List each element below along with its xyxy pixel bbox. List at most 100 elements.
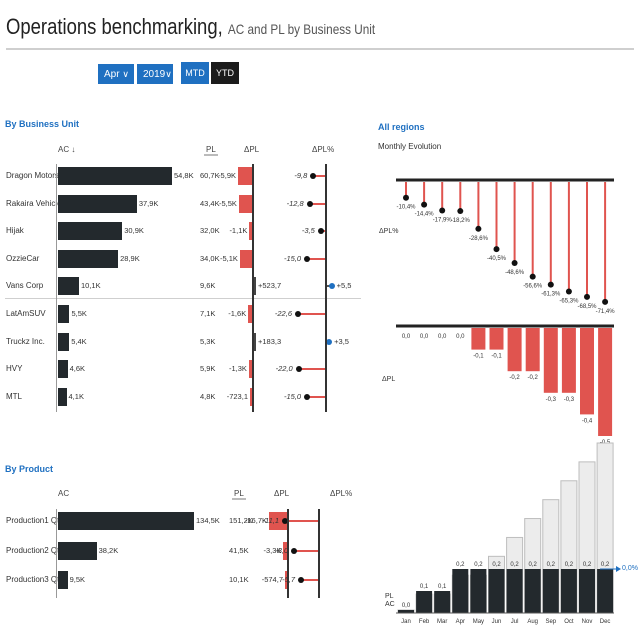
dplp-value: +3,5 xyxy=(334,336,349,346)
ac-month-bar xyxy=(452,569,469,613)
ac-bar xyxy=(58,541,97,560)
dplp-value: -8,0 xyxy=(275,545,289,555)
dpl-axis xyxy=(252,164,254,413)
ac-value: 37,9K xyxy=(138,198,159,208)
ac-month-label: 0,2 xyxy=(547,562,556,568)
product-section-title: By Product xyxy=(5,464,54,474)
dplp-month-dot xyxy=(547,281,554,288)
dplp-month-label: -10,4% xyxy=(396,205,416,211)
dpl-month-label: -0,3 xyxy=(564,397,575,403)
ac-month-bar xyxy=(434,591,451,613)
year-dropdown[interactable]: 2019 ∨ xyxy=(137,64,173,84)
month-tick-label: Nov xyxy=(582,619,593,625)
dplp-month-dot xyxy=(493,246,500,253)
dpl-bar xyxy=(269,512,287,530)
ac-bar xyxy=(58,305,70,323)
dpl-month-bar xyxy=(471,328,486,350)
dplp-value: -15,0 xyxy=(283,253,302,263)
dplp-month-dot xyxy=(403,194,409,201)
ac-value: 5,5K xyxy=(71,309,87,318)
pl-value: 32,0K xyxy=(200,226,220,236)
dplp-dot xyxy=(291,547,298,554)
ac-value: 28,9K xyxy=(120,253,140,263)
dpl-month-label: 0,0 xyxy=(456,334,465,340)
dpl-value: -723,1 xyxy=(226,391,248,401)
dpl-month-label: -0,1 xyxy=(473,354,484,360)
dpl-month-label: -0,2 xyxy=(509,375,520,381)
dplp-month-dot xyxy=(439,207,446,214)
end-variance-label: 0,0% xyxy=(622,565,638,572)
product-pl-header[interactable]: PL xyxy=(232,489,246,500)
month-value: Apr xyxy=(104,68,120,80)
pl-value: 10,1K xyxy=(229,575,249,584)
ac-bar xyxy=(58,571,68,589)
dpl-value: +523,7 xyxy=(258,281,282,291)
dpl-month-bar xyxy=(580,328,594,415)
month-tick-label: Oct xyxy=(564,619,574,625)
ac-bar xyxy=(58,512,194,530)
bu-dplp-header[interactable]: ΔPL% xyxy=(312,145,335,154)
bu-ac-header[interactable]: AC ↓ xyxy=(58,145,76,154)
ac-month-bar xyxy=(470,569,487,613)
business-unit-section-title: By Business Unit xyxy=(5,119,80,129)
dpl-value: -3,3K xyxy=(263,545,282,555)
month-tick-label: Jun xyxy=(492,619,502,625)
dpl-value: -1,3K xyxy=(228,364,247,374)
ac-bar xyxy=(58,194,137,213)
year-value: 2019 xyxy=(143,68,166,80)
bu-pl-header[interactable]: PL xyxy=(204,145,218,156)
dplp-month-dot xyxy=(457,208,464,215)
dplp-dot xyxy=(317,228,324,235)
row-label: Production3 Qty xyxy=(6,575,64,584)
product-dplp-header[interactable]: ΔPL% xyxy=(330,489,353,498)
dplp-value: -22,0 xyxy=(275,364,293,374)
product-dpl-header[interactable]: ΔPL xyxy=(274,489,290,498)
bu-dpl-header[interactable]: ΔPL xyxy=(244,145,260,154)
dplp-dot xyxy=(306,200,313,207)
row-label: Dragon Motors xyxy=(6,171,59,180)
dplp-axis-label: ΔPL% xyxy=(379,228,399,235)
dpl-axis-label: ΔPL xyxy=(382,376,396,383)
dplp-dot xyxy=(282,518,288,524)
dplp-month-label: -61,3% xyxy=(541,292,561,298)
dplp-dot xyxy=(304,255,311,262)
month-tick-label: Feb xyxy=(419,619,430,625)
dplp-axis xyxy=(325,164,327,413)
ac-bar xyxy=(58,360,68,379)
ac-month-label: 0,2 xyxy=(529,562,538,568)
dpl-value: -16,7K xyxy=(244,516,267,525)
dpl-month-bar xyxy=(598,328,613,436)
ac-bar xyxy=(58,387,67,406)
dpl-month-bar xyxy=(525,328,540,372)
dpl-bar xyxy=(248,305,252,323)
row-label: Production1 Qty xyxy=(6,516,64,525)
product-ac-header[interactable]: AC xyxy=(58,489,70,498)
dpl-month-bar xyxy=(543,328,558,393)
ac-bar xyxy=(58,277,79,296)
dpl-bar xyxy=(250,387,252,406)
month-tick-label: May xyxy=(473,619,484,625)
ac-value: 30,9K xyxy=(124,226,144,236)
ac-month-label: 0,2 xyxy=(510,562,519,568)
month-tick-label: Sep xyxy=(545,619,556,625)
end-variance-arrow-icon xyxy=(616,566,621,572)
dpl-value: -5,1K xyxy=(219,253,238,263)
ac-month-label: 0,2 xyxy=(583,562,592,568)
chevron-down-icon: ∨ xyxy=(122,68,129,79)
ac-bar xyxy=(58,222,123,241)
ytd-button[interactable]: YTD xyxy=(211,62,239,84)
dplp-value: -9,8 xyxy=(294,171,308,180)
dplp-dot xyxy=(298,577,305,583)
dplp-value: -11,1 xyxy=(262,516,279,525)
ac-value: 5,4K xyxy=(71,336,87,346)
dplp-month-dot xyxy=(475,225,482,232)
dplp-dot xyxy=(326,338,333,345)
regions-section-title: All regions xyxy=(378,122,425,132)
mtd-button[interactable]: MTD xyxy=(181,62,209,84)
ac-value: 4,1K xyxy=(68,391,84,401)
dplp-value: +5,5 xyxy=(336,281,352,291)
month-tick-label: Mar xyxy=(437,619,447,625)
ac-month-bar xyxy=(398,610,414,613)
month-dropdown[interactable]: Apr ∨ xyxy=(98,64,134,84)
chevron-down-icon: ∨ xyxy=(165,68,172,79)
